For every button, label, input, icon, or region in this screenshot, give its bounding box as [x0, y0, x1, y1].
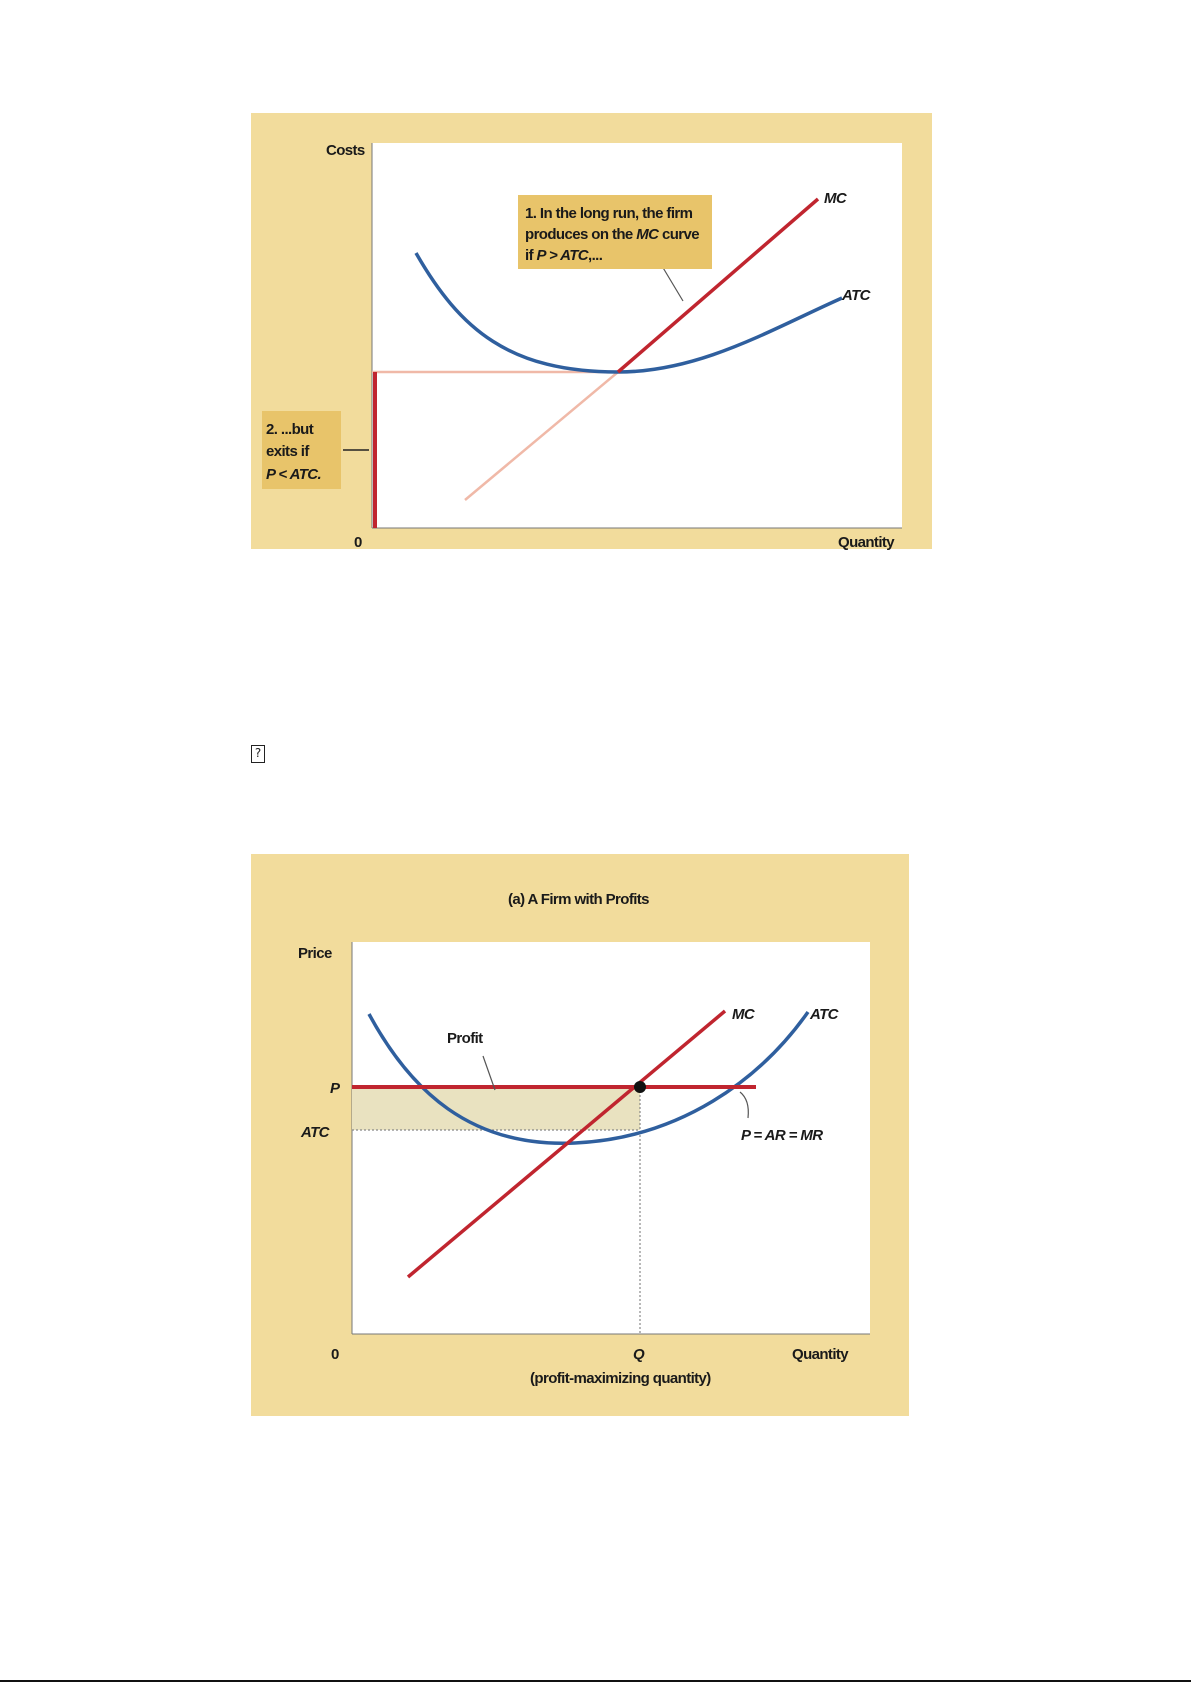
- figure2-origin-label: 0: [331, 1346, 339, 1363]
- figure2-price-pointer: [739, 1091, 749, 1119]
- figure1-origin-label: 0: [354, 534, 362, 551]
- figure2-profit-label: Profit: [447, 1030, 483, 1047]
- figure1-callout1-line2: produces on the MC curve: [525, 226, 699, 243]
- figure2-q-label: Q: [633, 1346, 645, 1363]
- figure1-callout1-line3: if P > ATC,...: [525, 247, 603, 264]
- figure1-atc-label: ATC: [841, 287, 872, 304]
- figure1-callout2-line1: 2. ...but: [266, 421, 314, 438]
- figure2: (a) A Firm with Profits Price P ATC Prof…: [251, 854, 909, 1416]
- figure1-y-axis-label: Costs: [326, 142, 365, 159]
- figure1: 1. In the long run, the firm produces on…: [251, 113, 932, 551]
- figure2-price-line-label: P = AR = MR: [741, 1127, 823, 1144]
- figure1-atc-curve: [414, 252, 843, 374]
- figure2-title: (a) A Firm with Profits: [508, 891, 649, 908]
- figure2-profit-pointer: [482, 1055, 496, 1091]
- figure2-mc-label: MC: [732, 1006, 756, 1023]
- figure2-profit-max-point: [634, 1081, 646, 1093]
- missing-image-glyph: ?: [251, 745, 265, 763]
- figure2-profit-area: [352, 1087, 640, 1130]
- figure2-atc-curve: [367, 1010, 810, 1145]
- figure2-atc-label: ATC: [809, 1006, 840, 1023]
- figure2-atc-tick-label: ATC: [300, 1124, 331, 1141]
- figure1-x-axis-label: Quantity: [838, 534, 895, 551]
- figure1-callout2-line2: exits if: [266, 443, 310, 460]
- figure1-mc-lower-segment: [464, 371, 619, 501]
- figure1-callout1-line1: 1. In the long run, the firm: [525, 205, 693, 222]
- figure2-y-axis-label: Price: [298, 945, 332, 962]
- figure1-callout1-box: [518, 195, 712, 269]
- bottom-rule: [0, 1680, 1191, 1682]
- figure1-callout1-pointer: [661, 265, 684, 302]
- figure1-callout2-box: [262, 411, 341, 489]
- figure2-x-axis-label: Quantity: [792, 1346, 849, 1363]
- figure1-mc-curve: [616, 197, 820, 374]
- figure2-p-label: P: [330, 1080, 341, 1097]
- figure2-q-caption: (profit-maximizing quantity): [530, 1370, 711, 1387]
- figure2-mc-curve: [406, 1009, 727, 1279]
- figure1-callout2-line3: P < ATC.: [266, 466, 321, 483]
- figure1-mc-label: MC: [824, 190, 848, 207]
